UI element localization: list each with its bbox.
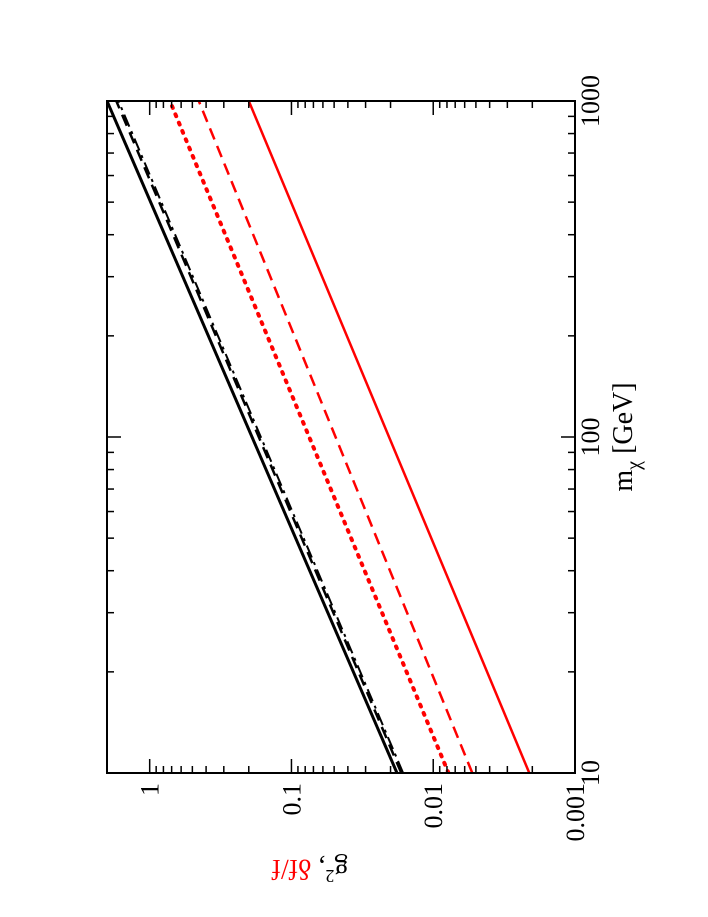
y-axis-title-black: g [334,853,348,884]
y-axis-title-separator: , [311,853,325,884]
x-axis-title: mχ [GeV] [608,382,645,491]
plot-layer [107,101,531,773]
y-tick-label: 0.1 [277,783,306,816]
series-line-1 [107,101,399,773]
x-tick-label: 100 [576,418,605,457]
series-line-2 [115,101,403,773]
y-axis-title-superscript: 2 [325,866,334,886]
series-line-3 [117,101,405,773]
y-axis-title: g2, δf/f [271,853,348,886]
x-tick-label: 10 [576,760,605,786]
axis-layer: 10 100 1000 0.001 0.01 0.1 1 [106,75,605,842]
plot-frame [106,100,576,774]
x-axis-title-main: m [608,470,639,492]
series-group [107,101,531,773]
y-tick-label: 0.001 [561,783,590,842]
x-tick-label: 1000 [576,75,605,127]
x-axis-title-unit: [GeV] [608,382,639,454]
x-axis-title-space [608,454,639,461]
series-line-5 [197,101,474,773]
y-axis-title-red: δf/f [271,853,311,884]
series-line-4 [167,101,451,773]
x-axis-title-subscript: χ [623,461,645,471]
series-line-6 [247,101,531,773]
y-tick-label: 1 [136,783,165,796]
y-tick-label: 0.01 [419,783,448,829]
